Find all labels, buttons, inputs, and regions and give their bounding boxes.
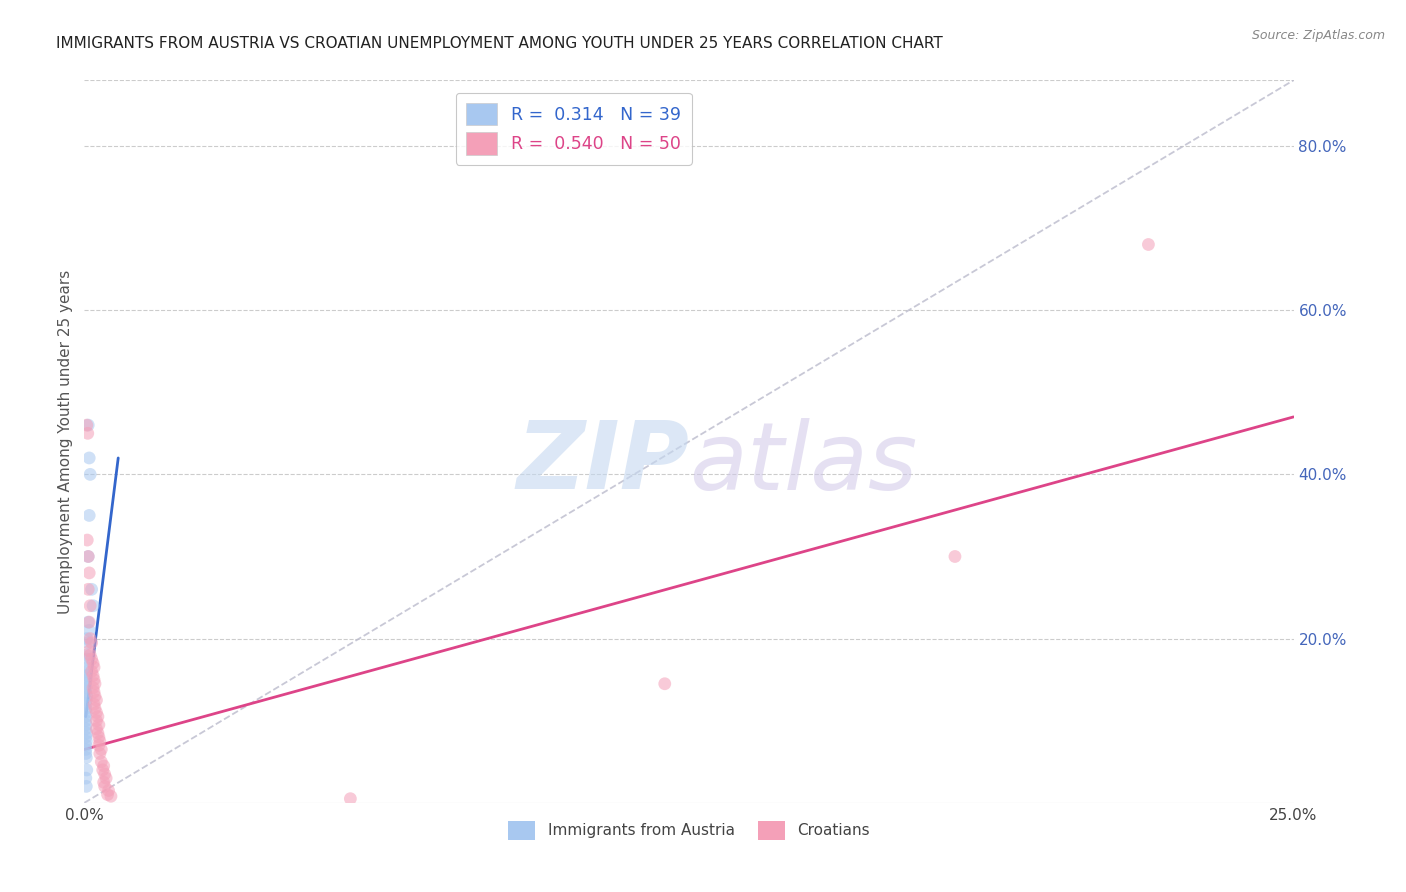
Point <box>75 750 97 764</box>
Point <box>100 789 122 804</box>
Point <box>83 685 105 699</box>
Point <box>83 660 105 674</box>
Point <box>339 791 361 805</box>
Point <box>80 636 103 650</box>
Point <box>94 771 117 785</box>
Point <box>90 742 112 756</box>
Point <box>76 668 98 682</box>
Point <box>75 673 97 687</box>
Text: IMMIGRANTS FROM AUSTRIA VS CROATIAN UNEMPLOYMENT AMONG YOUTH UNDER 25 YEARS CORR: IMMIGRANTS FROM AUSTRIA VS CROATIAN UNEM… <box>56 36 943 51</box>
Point <box>75 709 97 723</box>
Point <box>93 759 115 773</box>
Point <box>75 780 97 794</box>
Point <box>89 734 111 748</box>
Point <box>77 450 100 465</box>
Point <box>91 763 114 777</box>
Point <box>77 418 100 433</box>
Point <box>75 771 97 785</box>
Point <box>77 624 100 638</box>
Point <box>75 706 97 720</box>
Y-axis label: Unemployment Among Youth under 25 years: Unemployment Among Youth under 25 years <box>58 269 73 614</box>
Point <box>80 652 103 666</box>
Point <box>75 665 97 679</box>
Point <box>82 668 104 682</box>
Point <box>75 681 97 695</box>
Point <box>77 549 100 564</box>
Point <box>83 698 105 712</box>
Point <box>79 599 101 613</box>
Point <box>75 701 97 715</box>
Point <box>943 549 966 564</box>
Point <box>75 734 97 748</box>
Point <box>75 685 97 699</box>
Point <box>79 648 101 662</box>
Text: Source: ZipAtlas.com: Source: ZipAtlas.com <box>1251 29 1385 43</box>
Point <box>76 418 98 433</box>
Point <box>77 615 100 630</box>
Point <box>87 726 110 740</box>
Point <box>76 763 98 777</box>
Text: ZIP: ZIP <box>516 417 689 509</box>
Point <box>77 582 100 597</box>
Point <box>86 706 108 720</box>
Point <box>77 615 100 630</box>
Point <box>76 426 98 441</box>
Point <box>75 693 97 707</box>
Point <box>75 747 97 761</box>
Point <box>87 718 110 732</box>
Point <box>76 533 98 547</box>
Point <box>79 632 101 646</box>
Point <box>76 660 98 674</box>
Point <box>93 780 115 794</box>
Point <box>93 775 115 789</box>
Point <box>90 755 112 769</box>
Point <box>82 599 104 613</box>
Point <box>75 714 97 728</box>
Point <box>80 582 103 597</box>
Point <box>75 698 97 712</box>
Point <box>77 549 100 564</box>
Point <box>77 636 100 650</box>
Point <box>84 701 107 715</box>
Point <box>93 767 115 781</box>
Point <box>77 566 100 580</box>
Point <box>87 730 110 744</box>
Point <box>84 689 107 703</box>
Point <box>1137 237 1160 252</box>
Point <box>75 718 97 732</box>
Point <box>77 644 100 658</box>
Text: atlas: atlas <box>689 417 917 508</box>
Point <box>75 677 97 691</box>
Point <box>82 681 104 695</box>
Point <box>76 648 98 662</box>
Point <box>76 726 98 740</box>
Legend: Immigrants from Austria, Croatians: Immigrants from Austria, Croatians <box>502 815 876 846</box>
Point <box>97 788 120 802</box>
Point <box>76 632 98 646</box>
Point <box>86 722 108 736</box>
Point <box>75 742 97 756</box>
Point <box>654 677 676 691</box>
Point <box>83 673 105 687</box>
Point <box>87 739 110 753</box>
Point <box>76 689 98 703</box>
Point <box>76 652 98 666</box>
Point <box>97 783 120 797</box>
Point <box>75 722 97 736</box>
Point <box>87 709 110 723</box>
Point <box>82 657 104 671</box>
Point <box>80 665 103 679</box>
Point <box>79 467 101 482</box>
Point <box>75 730 97 744</box>
Point <box>77 508 100 523</box>
Point <box>86 714 108 728</box>
Point <box>89 747 111 761</box>
Point <box>75 739 97 753</box>
Point <box>84 677 107 691</box>
Point <box>86 693 108 707</box>
